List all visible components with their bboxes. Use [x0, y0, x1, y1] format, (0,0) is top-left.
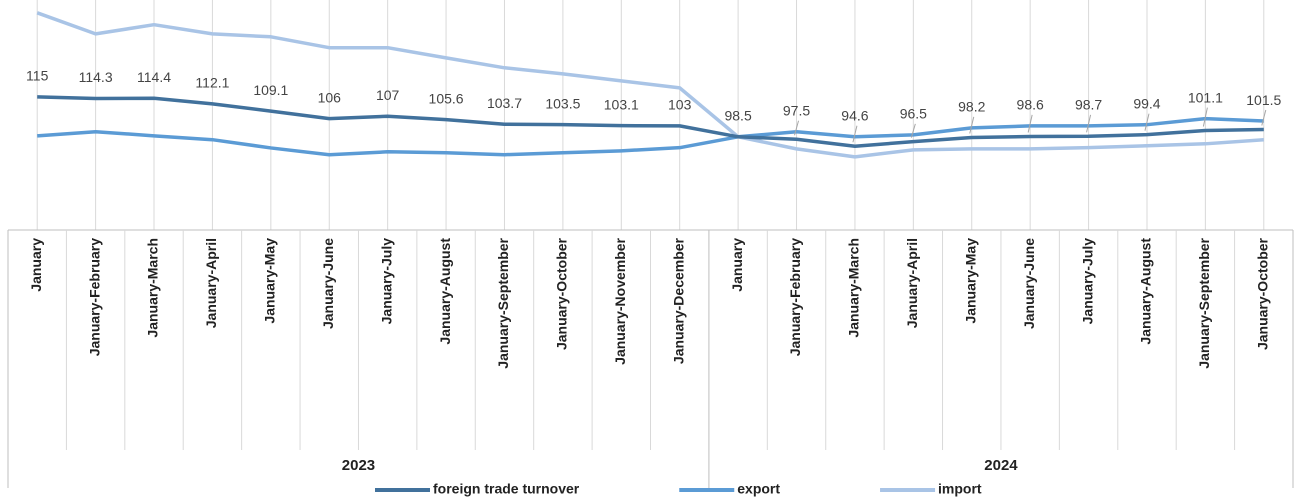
x-tick-label: January-November: [612, 237, 628, 364]
x-tick-label: January-March: [145, 238, 161, 338]
series-line: [37, 116, 1264, 157]
data-label: 101.5: [1246, 92, 1281, 108]
x-tick-label: January-April: [904, 238, 920, 328]
data-label: 94.6: [841, 107, 868, 123]
data-label: 96.5: [900, 106, 927, 122]
leader-line: [910, 123, 916, 138]
legend-label: import: [938, 481, 982, 497]
data-label: 114.4: [137, 69, 171, 85]
leader-line: [1261, 109, 1267, 126]
data-label: 115: [26, 68, 49, 84]
x-tick-label: January-October: [554, 237, 570, 350]
data-label: 97.5: [783, 102, 810, 118]
x-tick-label: January: [28, 238, 44, 292]
leader-line: [1202, 107, 1208, 127]
series-line: [37, 95, 1264, 148]
leader-line: [852, 125, 858, 143]
x-tick-label: January-December: [670, 237, 686, 364]
x-tick-label: January-August: [437, 238, 453, 345]
x-tick-label: January-July: [1079, 238, 1095, 325]
data-label: 103: [668, 97, 692, 113]
data-label: 112.1: [195, 75, 229, 91]
leader-line: [794, 120, 800, 136]
group-label: 2023: [342, 457, 375, 474]
x-tick-label: January-September: [495, 237, 511, 368]
data-label: 109.1: [253, 82, 288, 98]
data-label: 107: [376, 87, 400, 103]
x-tick-label: January-September: [1196, 237, 1212, 368]
series-line: [36, 11, 1264, 159]
data-label: 98.6: [1017, 97, 1044, 113]
x-tick-label: January-February: [86, 238, 102, 356]
leader-line: [969, 116, 975, 134]
data-label: 98.7: [1075, 97, 1102, 113]
data-label: 101.1: [1188, 89, 1223, 105]
leader-line: [1086, 114, 1092, 133]
data-label: 105.6: [429, 90, 464, 106]
legend-label: foreign trade turnover: [433, 481, 580, 497]
leader-line: [1027, 114, 1033, 133]
x-tick-label: January-March: [846, 238, 862, 338]
leader-line: [1144, 113, 1150, 131]
data-label: 103.7: [487, 95, 522, 111]
data-label: 98.5: [724, 107, 751, 123]
x-tick-label: January-August: [1138, 238, 1154, 345]
data-label: 98.2: [958, 99, 985, 115]
x-tick-label: January-May: [962, 238, 978, 324]
data-label: 103.5: [545, 95, 580, 111]
data-label: 106: [318, 89, 342, 105]
x-tick-label: January-June: [320, 238, 336, 329]
data-label: 103.1: [604, 96, 639, 112]
x-tick-label: January-February: [787, 238, 803, 356]
x-tick-label: January-July: [378, 238, 394, 325]
x-tick-label: January-May: [262, 238, 278, 324]
x-tick-label: January-April: [203, 238, 219, 328]
legend-label: export: [737, 481, 780, 497]
x-tick-label: January-June: [1021, 238, 1037, 329]
data-label: 99.4: [1133, 95, 1160, 111]
x-tick-label: January: [729, 238, 745, 292]
x-tick-label: January-October: [1254, 237, 1270, 350]
group-label: 2024: [984, 457, 1018, 474]
data-label: 114.3: [79, 69, 113, 85]
